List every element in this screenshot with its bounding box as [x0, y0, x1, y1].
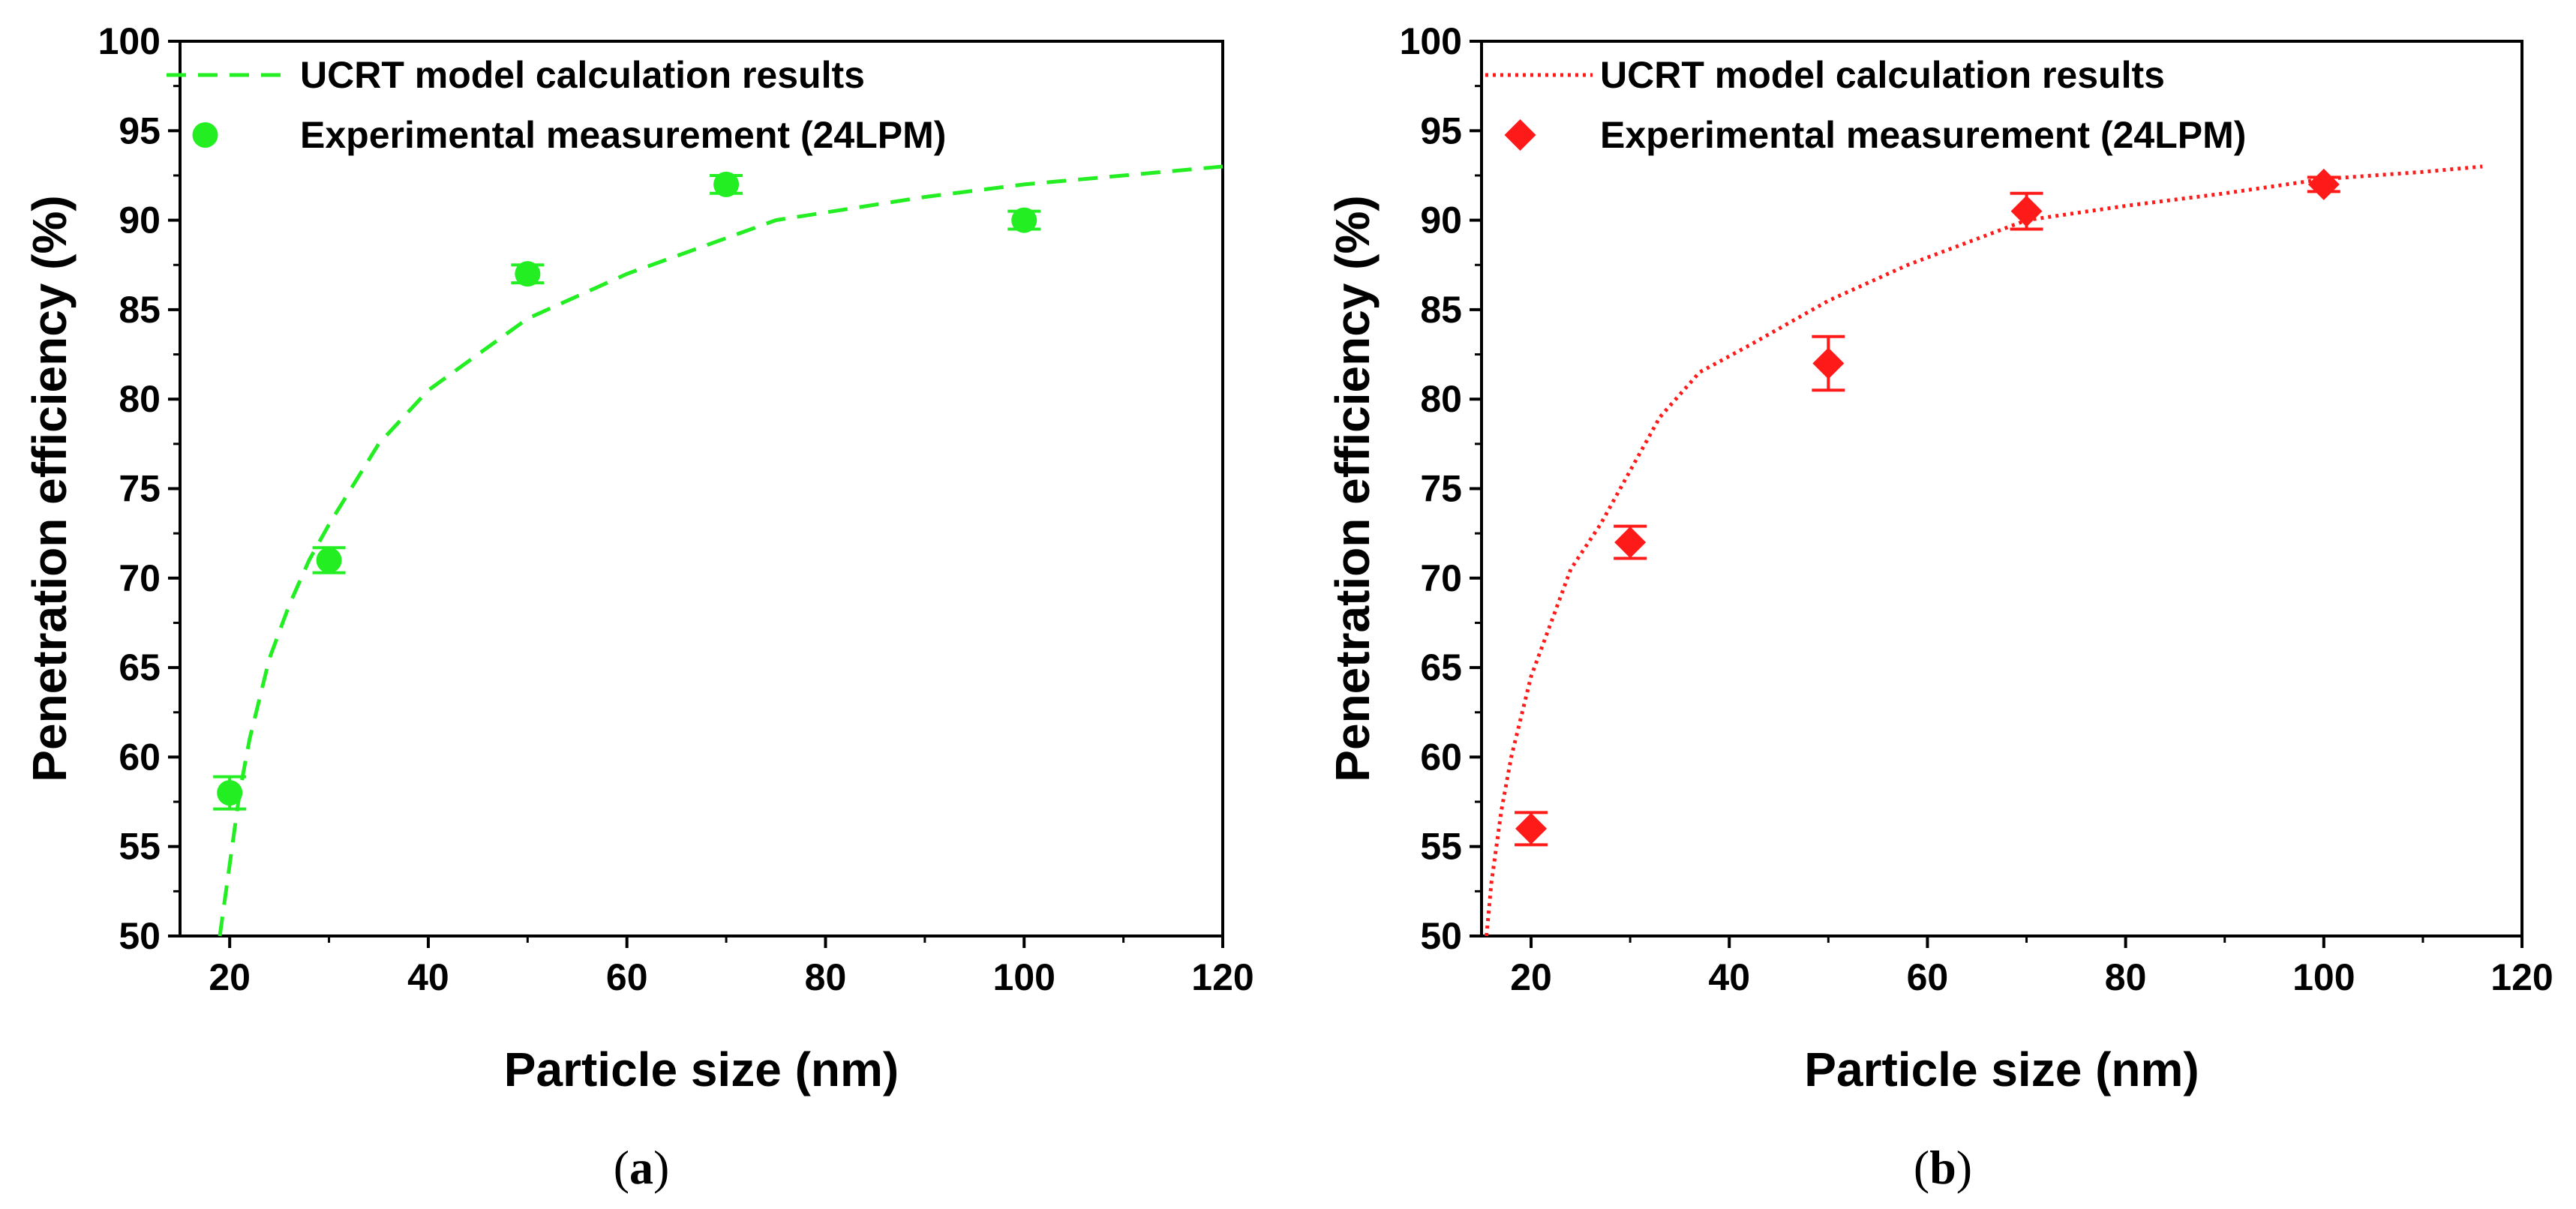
panel-b-ytick-label: 55 [1420, 826, 1462, 868]
panel-b-xtick-label: 40 [1708, 956, 1750, 998]
panel-a-legend-marker-label: Experimental measurement (24LPM) [300, 114, 946, 156]
panel-a-caption: (a) [614, 1141, 670, 1194]
panel-a-ytick-label: 80 [119, 378, 161, 420]
panel-b-legend-marker-label: Experimental measurement (24LPM) [1600, 114, 2246, 156]
panel-a-model-curve [218, 164, 1223, 937]
panel-b-ytick-label: 50 [1420, 915, 1462, 957]
panel-a-ylabel: Penetration efficiency (%) [23, 195, 77, 782]
panel-b-marker-diamond [2010, 195, 2043, 227]
panel-b-ytick-label: 95 [1420, 110, 1462, 152]
panel-a-xtick-label: 100 [993, 956, 1055, 998]
panel-a-marker-circle [515, 261, 541, 287]
panel-b-marker-diamond [1614, 526, 1647, 559]
panel-a-legend-marker-swatch [192, 122, 218, 148]
panel-a-legend: UCRT model calculation results Experiment… [167, 54, 946, 156]
panel-a-marker-circle [316, 547, 342, 573]
panel-b-ytick-label: 80 [1420, 378, 1462, 420]
panel-a-ytick-label: 50 [119, 915, 161, 957]
panel-b-legend: UCRT model calculation results Experiment… [1485, 54, 2246, 156]
panel-b-data-point [2307, 168, 2340, 200]
panel-b-marker-diamond [1515, 812, 1548, 844]
panel-a-marker-circle [713, 171, 740, 197]
panel-b-ytick-label: 60 [1420, 736, 1462, 778]
panel-b-data-point [1614, 524, 1647, 560]
panel-a: 50 55 60 65 70 75 80 85 90 95 100 20 40 60 80 100 120 Par… [23, 20, 1254, 1194]
panel-b: 50 55 60 65 70 75 80 85 90 95 100 20 40 60 80 100 120 Par… [1326, 20, 2553, 1194]
panel-a-ytick-label: 85 [119, 289, 161, 331]
panel-b-xtick-label: 120 [2490, 956, 2553, 998]
panel-b-xtick-label: 20 [1510, 956, 1552, 998]
panel-a-ytick-label: 60 [119, 736, 161, 778]
panel-a-data-point [213, 775, 247, 811]
panel-a-xtick-label: 20 [209, 956, 251, 998]
panel-a-marker-circle [1011, 207, 1037, 233]
panel-b-ytick-label: 85 [1420, 289, 1462, 331]
panel-b-data-point [1812, 334, 1845, 392]
panel-b-ytick-label: 70 [1420, 557, 1462, 599]
panel-a-marker-circle [217, 780, 243, 806]
panel-a-xtick-label: 80 [805, 956, 847, 998]
panel-a-ytick-label: 70 [119, 557, 161, 599]
panel-b-xlabel: Particle size (nm) [1804, 1042, 2199, 1096]
panel-a-data-point [1007, 207, 1041, 233]
panel-b-plot-frame [1480, 40, 2523, 938]
panel-a-plot-frame [179, 40, 1224, 938]
panel-a-xtick-label: 120 [1191, 956, 1253, 998]
panel-b-ytick-label: 90 [1420, 200, 1462, 242]
panel-a-legend-line-label: UCRT model calculation results [300, 54, 865, 96]
panel-a-xtick-label: 60 [606, 956, 648, 998]
panel-b-legend-marker-swatch [1504, 119, 1536, 151]
panel-b-ytick-label: 100 [1400, 20, 1462, 62]
panel-a-xtick-label: 40 [407, 956, 449, 998]
panel-a-ytick-label: 95 [119, 110, 161, 152]
panel-b-marker-diamond [1812, 347, 1845, 380]
panel-b-ytick-label: 65 [1420, 646, 1462, 688]
panel-b-ylabel: Penetration efficiency (%) [1326, 195, 1380, 782]
panel-a-ytick-label: 90 [119, 200, 161, 242]
panel-b-marker-diamond [2307, 168, 2340, 200]
panel-b-xtick-label: 100 [2292, 956, 2355, 998]
panel-b-data-point [1515, 811, 1548, 847]
panel-b-ytick-label: 75 [1420, 468, 1462, 510]
panel-b-data-point [2010, 191, 2043, 231]
panel-a-ytick-label: 55 [119, 826, 161, 868]
panel-a-xlabel: Particle size (nm) [504, 1042, 899, 1096]
panel-b-caption: (b) [1914, 1141, 1972, 1194]
panel-a-ytick-label: 75 [119, 468, 161, 510]
panel-a-ytick-label: 65 [119, 646, 161, 688]
panel-b-legend-line-label: UCRT model calculation results [1600, 54, 2165, 96]
panel-b-xtick-label: 60 [1907, 956, 1949, 998]
panel-a-data-point [312, 546, 346, 574]
panel-a-ytick-label: 100 [98, 20, 161, 62]
panel-a-data-point [511, 261, 545, 287]
panel-b-xtick-label: 80 [2105, 956, 2147, 998]
panel-a-data-point [710, 171, 743, 197]
